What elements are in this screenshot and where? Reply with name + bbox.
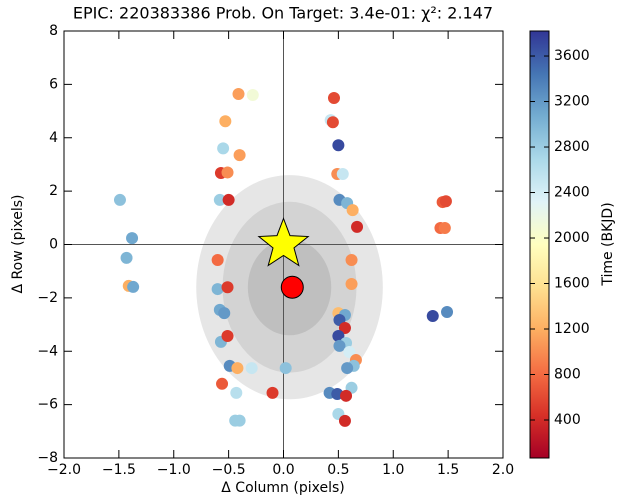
- y-tick-label: −8: [37, 450, 58, 466]
- x-tick-label: 1.5: [437, 462, 459, 478]
- data-point: [221, 330, 234, 343]
- data-point: [326, 116, 339, 129]
- data-point: [219, 115, 232, 128]
- colorbar-tick-label: 3600: [554, 48, 590, 64]
- data-point: [230, 386, 243, 399]
- data-point: [340, 389, 353, 402]
- x-tick-label: 2.0: [492, 462, 514, 478]
- data-point: [438, 221, 451, 234]
- x-tick-label: 0.5: [327, 462, 349, 478]
- data-point: [333, 339, 346, 352]
- data-point: [218, 307, 231, 320]
- y-tick-label: −4: [37, 343, 58, 359]
- x-axis-label: Δ Column (pixels): [221, 480, 344, 496]
- data-point: [426, 310, 439, 323]
- colorbar-tick-label: 2400: [554, 185, 590, 201]
- y-tick-label: 6: [49, 76, 58, 92]
- target-star: [257, 217, 310, 267]
- colorbar-tick-label: 3200: [554, 94, 590, 110]
- data-point: [213, 193, 226, 206]
- data-point: [211, 253, 224, 266]
- data-point: [343, 346, 356, 359]
- data-point: [221, 166, 234, 179]
- x-tick-label: −0.5: [212, 462, 246, 478]
- data-point: [439, 195, 452, 208]
- data-point: [345, 253, 358, 266]
- data-point: [441, 306, 454, 319]
- colorbar-tick-label: 1600: [554, 276, 590, 292]
- data-point: [336, 168, 349, 181]
- data-point: [222, 193, 235, 206]
- data-point: [233, 414, 246, 427]
- y-tick-label: 4: [49, 130, 58, 146]
- y-tick-label: −6: [37, 397, 58, 413]
- data-point: [332, 139, 345, 152]
- data-point: [351, 220, 364, 233]
- plot-area: [64, 31, 503, 458]
- y-axis-label: Δ Row (pixels): [10, 195, 26, 294]
- data-point: [246, 89, 259, 102]
- data-point: [127, 280, 140, 293]
- y-tick-label: 2: [49, 183, 58, 199]
- data-point: [338, 414, 351, 427]
- x-tick-label: −1.0: [157, 462, 191, 478]
- colorbar-tick-label: 1200: [554, 321, 590, 337]
- data-point: [113, 193, 126, 206]
- x-tick-label: 1.0: [382, 462, 404, 478]
- data-point: [221, 281, 234, 294]
- y-tick-label: −2: [37, 290, 58, 306]
- data-point: [233, 149, 246, 162]
- centroid-marker: [280, 275, 304, 299]
- data-point: [217, 142, 230, 155]
- colorbar-tick-label: 2000: [554, 230, 590, 246]
- x-tick-label: 0.0: [272, 462, 294, 478]
- data-point: [232, 87, 245, 100]
- colorbar-label: Time (BKJD): [600, 202, 616, 286]
- data-point: [216, 377, 229, 390]
- x-tick-label: −1.5: [102, 462, 136, 478]
- x-tick-label: −2.0: [47, 462, 81, 478]
- data-point: [266, 386, 279, 399]
- y-tick-label: 0: [49, 237, 58, 253]
- chart-title: EPIC: 220383386 Prob. On Target: 3.4e-01…: [73, 4, 493, 23]
- colorbar: [529, 30, 550, 459]
- colorbar-tick-label: 400: [554, 412, 581, 428]
- y-tick-label: 8: [49, 23, 58, 39]
- data-point: [345, 277, 358, 290]
- data-point: [245, 362, 258, 375]
- data-point: [120, 251, 133, 264]
- data-point: [279, 362, 292, 375]
- data-point: [231, 362, 244, 375]
- data-point: [346, 204, 359, 217]
- data-point: [327, 91, 340, 104]
- data-point: [338, 322, 351, 335]
- data-point: [211, 283, 224, 296]
- colorbar-tick-label: 2800: [554, 139, 590, 155]
- data-point: [341, 362, 354, 375]
- data-point: [332, 330, 345, 343]
- colorbar-tick-label: 800: [554, 367, 581, 383]
- data-point: [126, 232, 139, 245]
